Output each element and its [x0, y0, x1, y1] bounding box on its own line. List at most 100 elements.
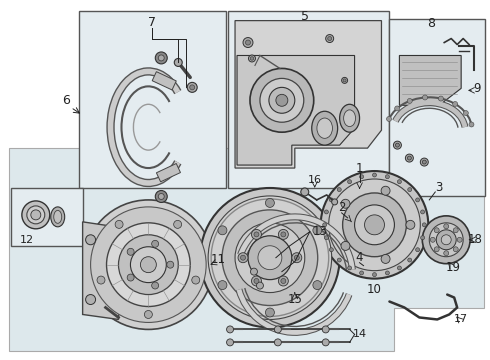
Text: 10: 10: [367, 283, 382, 296]
Text: 14: 14: [352, 329, 367, 339]
Circle shape: [381, 255, 390, 264]
Text: 17: 17: [454, 314, 468, 324]
Circle shape: [200, 188, 340, 328]
Circle shape: [405, 154, 414, 162]
Circle shape: [251, 276, 262, 286]
Circle shape: [337, 188, 341, 192]
Circle shape: [372, 173, 376, 177]
Circle shape: [453, 102, 458, 107]
Circle shape: [167, 261, 174, 268]
Circle shape: [416, 248, 419, 252]
Ellipse shape: [317, 118, 332, 138]
Circle shape: [31, 210, 41, 220]
Circle shape: [22, 201, 50, 229]
Circle shape: [115, 220, 123, 228]
Circle shape: [222, 210, 318, 306]
Circle shape: [187, 82, 197, 92]
Circle shape: [243, 37, 253, 48]
Circle shape: [86, 235, 96, 245]
Bar: [78, 11, 226, 188]
Text: 8: 8: [427, 17, 435, 30]
Circle shape: [248, 236, 292, 280]
Circle shape: [329, 179, 420, 271]
Polygon shape: [235, 21, 382, 168]
Circle shape: [355, 205, 394, 245]
Circle shape: [254, 279, 259, 283]
Circle shape: [250, 57, 254, 60]
Text: 1: 1: [356, 162, 363, 175]
Ellipse shape: [312, 111, 338, 145]
Circle shape: [226, 326, 234, 333]
Circle shape: [397, 180, 401, 184]
Circle shape: [27, 206, 45, 224]
Text: 4: 4: [356, 251, 363, 264]
Circle shape: [127, 274, 134, 281]
Bar: [152, 72, 176, 90]
Circle shape: [274, 326, 281, 333]
Polygon shape: [237, 55, 355, 165]
Circle shape: [394, 106, 400, 111]
Circle shape: [360, 271, 364, 275]
Text: 18: 18: [467, 233, 483, 246]
Circle shape: [444, 224, 449, 229]
Circle shape: [141, 257, 156, 273]
Circle shape: [258, 246, 282, 270]
Circle shape: [256, 282, 264, 289]
Circle shape: [347, 180, 352, 184]
Circle shape: [321, 171, 428, 279]
Circle shape: [218, 280, 227, 289]
Circle shape: [294, 255, 299, 260]
Circle shape: [266, 198, 274, 207]
Circle shape: [97, 276, 105, 284]
Circle shape: [329, 248, 333, 252]
Circle shape: [347, 266, 352, 270]
Circle shape: [420, 158, 428, 166]
Circle shape: [301, 188, 309, 196]
Circle shape: [408, 188, 412, 192]
Circle shape: [372, 273, 376, 276]
Circle shape: [381, 186, 390, 195]
Text: 9: 9: [473, 82, 481, 95]
Ellipse shape: [340, 104, 360, 132]
Polygon shape: [399, 55, 461, 105]
Bar: [11, 188, 83, 246]
Circle shape: [422, 216, 470, 264]
Circle shape: [152, 282, 159, 289]
Circle shape: [416, 198, 419, 202]
Circle shape: [192, 276, 200, 284]
Circle shape: [145, 310, 152, 319]
Circle shape: [152, 240, 159, 247]
Circle shape: [158, 55, 164, 61]
Text: 11: 11: [211, 253, 225, 266]
Text: 7: 7: [148, 16, 156, 29]
Circle shape: [324, 236, 328, 240]
Circle shape: [430, 237, 435, 242]
Circle shape: [269, 87, 295, 113]
Text: 19: 19: [446, 261, 461, 274]
Circle shape: [434, 247, 439, 252]
Circle shape: [407, 156, 412, 160]
Circle shape: [343, 193, 406, 257]
Circle shape: [248, 55, 255, 62]
Circle shape: [274, 339, 281, 346]
Circle shape: [86, 294, 96, 305]
Circle shape: [365, 215, 385, 235]
Circle shape: [422, 95, 427, 100]
Circle shape: [173, 220, 182, 228]
Circle shape: [91, 207, 206, 323]
Circle shape: [190, 85, 195, 90]
Circle shape: [276, 94, 288, 106]
Circle shape: [155, 190, 167, 202]
Circle shape: [218, 226, 227, 235]
Polygon shape: [83, 222, 122, 319]
Circle shape: [453, 228, 458, 233]
Circle shape: [429, 223, 463, 257]
Circle shape: [313, 226, 322, 235]
Ellipse shape: [54, 210, 62, 223]
Circle shape: [241, 255, 245, 260]
Circle shape: [343, 79, 346, 82]
Circle shape: [422, 223, 426, 227]
Circle shape: [281, 232, 286, 237]
Circle shape: [324, 210, 328, 214]
Circle shape: [387, 116, 392, 121]
